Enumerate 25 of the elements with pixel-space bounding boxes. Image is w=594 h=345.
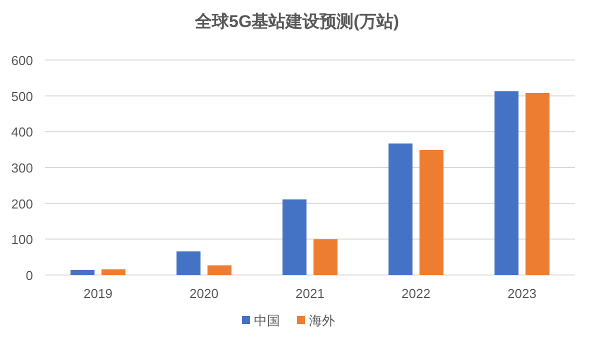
y-tick-label: 0 bbox=[26, 268, 33, 283]
x-tick-label: 2021 bbox=[296, 286, 324, 301]
bar bbox=[208, 265, 232, 275]
x-tick-label: 2022 bbox=[402, 286, 430, 301]
x-tick-label: 2020 bbox=[190, 286, 218, 301]
y-tick-label: 500 bbox=[11, 88, 33, 104]
y-tick-label: 600 bbox=[11, 53, 33, 68]
bar bbox=[494, 91, 518, 275]
y-tick-label: 400 bbox=[11, 124, 33, 140]
x-tick-label: 2019 bbox=[84, 286, 112, 301]
bar bbox=[176, 251, 200, 275]
y-tick-label: 100 bbox=[11, 232, 33, 248]
y-tick-label: 300 bbox=[11, 160, 33, 176]
chart-title: 全球5G基站建设预测(万站) bbox=[194, 12, 399, 31]
bar bbox=[70, 270, 94, 275]
y-tick-label: 200 bbox=[11, 196, 33, 212]
bar bbox=[102, 269, 126, 275]
bar bbox=[526, 92, 550, 275]
bar bbox=[420, 150, 444, 275]
x-tick-label: 2023 bbox=[508, 286, 536, 301]
bar bbox=[282, 199, 306, 275]
legend-label: 海外 bbox=[309, 313, 335, 328]
bar bbox=[388, 143, 412, 275]
legend-label: 中国 bbox=[254, 313, 280, 328]
bar bbox=[314, 239, 338, 275]
